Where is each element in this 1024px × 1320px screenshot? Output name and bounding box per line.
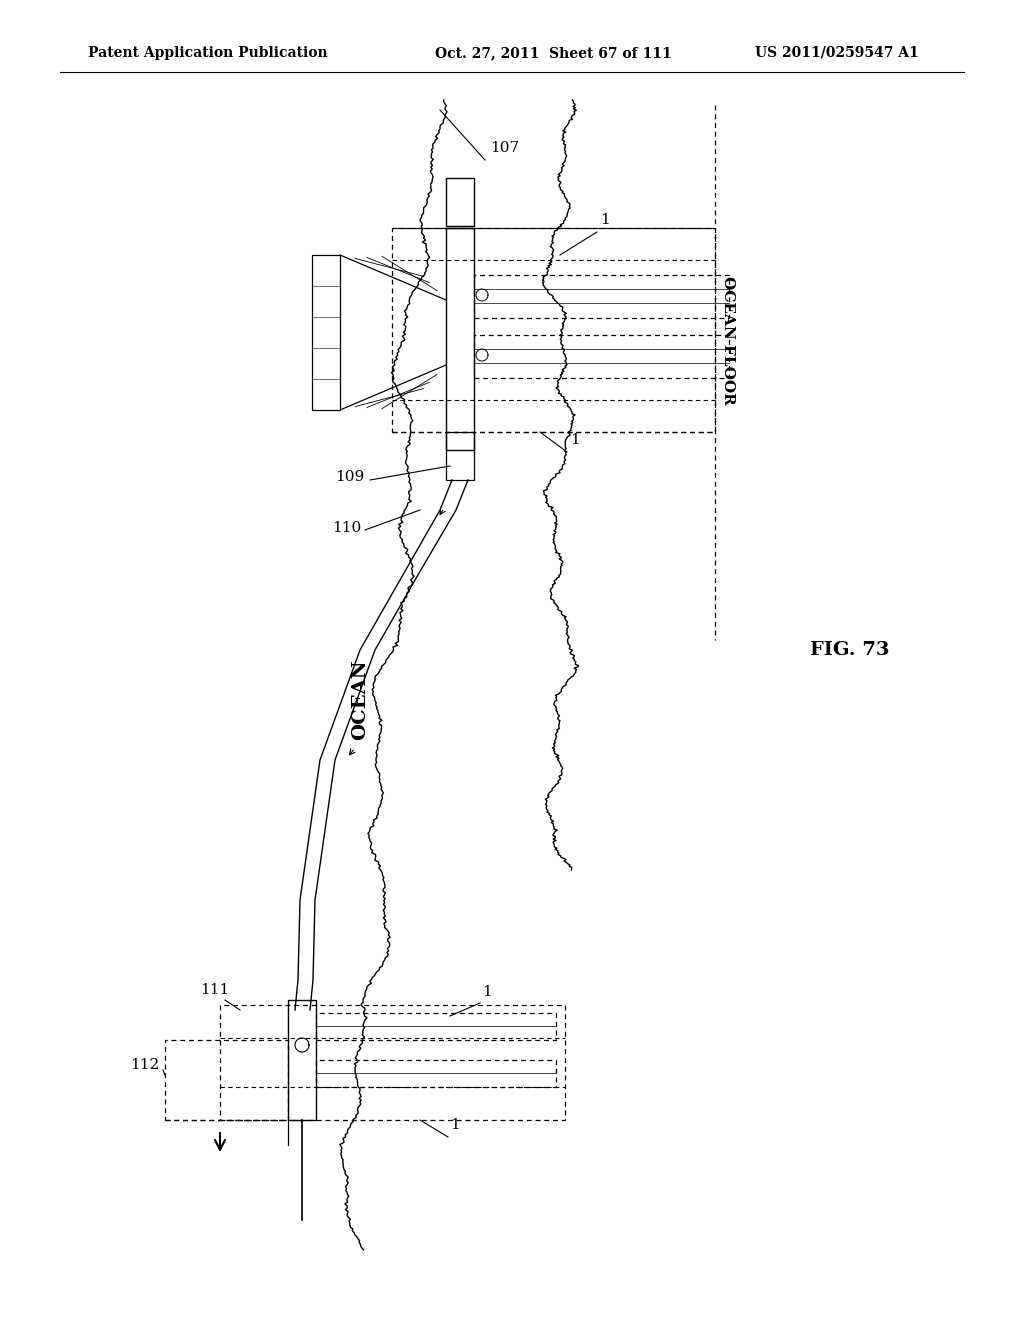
Text: Patent Application Publication: Patent Application Publication	[88, 46, 328, 59]
Bar	[288, 1001, 316, 1119]
Text: 111: 111	[200, 983, 229, 997]
Bar	[446, 178, 474, 226]
Bar	[392, 228, 715, 432]
Bar	[474, 335, 729, 378]
Text: 109: 109	[335, 470, 365, 484]
Text: 1: 1	[600, 213, 609, 227]
Text: US 2011/0259547 A1: US 2011/0259547 A1	[755, 46, 919, 59]
Text: OCEAN: OCEAN	[351, 660, 369, 741]
Text: Oct. 27, 2011  Sheet 67 of 111: Oct. 27, 2011 Sheet 67 of 111	[435, 46, 672, 59]
Bar	[165, 1040, 288, 1119]
Text: 112: 112	[130, 1059, 160, 1072]
Text: 1: 1	[570, 433, 580, 447]
Text: FIG. 73: FIG. 73	[810, 642, 890, 659]
Bar	[446, 432, 474, 480]
Bar	[312, 255, 340, 411]
Text: 110: 110	[332, 521, 361, 535]
Bar	[446, 228, 474, 450]
Bar	[220, 1005, 565, 1119]
Bar	[316, 1012, 556, 1040]
Bar	[316, 1060, 556, 1086]
Bar	[474, 275, 729, 318]
Text: 107: 107	[490, 141, 519, 154]
Text: 1: 1	[482, 985, 492, 999]
Text: 1: 1	[450, 1118, 460, 1133]
Text: OCEAN FLOOR: OCEAN FLOOR	[721, 276, 735, 404]
